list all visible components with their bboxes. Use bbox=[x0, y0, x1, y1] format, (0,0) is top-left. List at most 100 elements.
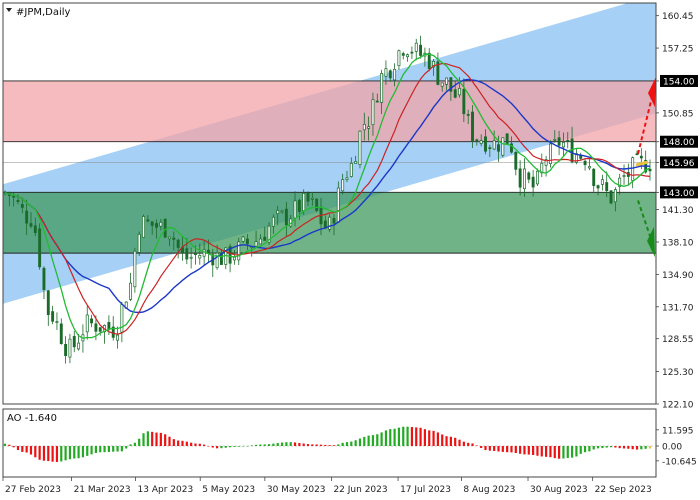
ao-histogram bbox=[3, 426, 656, 462]
candle bbox=[635, 150, 639, 156]
price-tick-label: 157.25 bbox=[662, 45, 694, 55]
level-price-tag bbox=[660, 74, 698, 87]
ao-bar bbox=[55, 446, 59, 462]
ao-bar bbox=[129, 444, 132, 446]
candle bbox=[510, 136, 513, 154]
candle bbox=[155, 219, 158, 239]
ao-bar bbox=[501, 446, 504, 452]
ao-bar bbox=[60, 446, 63, 462]
level-price-label: 154.00 bbox=[663, 77, 695, 87]
ao-bar bbox=[341, 442, 344, 446]
ao-bar bbox=[29, 446, 33, 455]
candle bbox=[245, 234, 249, 250]
ao-bar bbox=[237, 446, 240, 447]
ao-bar bbox=[198, 443, 201, 446]
level-price-label: 148.00 bbox=[663, 138, 695, 148]
ao-bar bbox=[293, 442, 297, 446]
ao-bar bbox=[631, 446, 634, 450]
date-tick-label: 17 Jul 2023 bbox=[400, 485, 451, 495]
ao-bar bbox=[358, 438, 362, 446]
ao-bar bbox=[462, 441, 465, 446]
collapse-icon[interactable] bbox=[6, 8, 12, 12]
candle bbox=[150, 221, 154, 235]
candle bbox=[414, 38, 418, 61]
price-tail bbox=[635, 160, 649, 167]
candle bbox=[254, 230, 258, 248]
candle bbox=[440, 82, 444, 92]
ao-bar bbox=[627, 446, 630, 449]
ao-bar bbox=[168, 436, 171, 446]
candle bbox=[523, 158, 526, 197]
ao-bar bbox=[583, 446, 587, 453]
ao-bar bbox=[557, 446, 561, 459]
ao-bar bbox=[449, 436, 452, 446]
candle bbox=[427, 48, 431, 72]
arrow-down-icon bbox=[637, 200, 654, 246]
ao-bar bbox=[203, 444, 206, 446]
candle bbox=[388, 69, 392, 82]
ao-bar bbox=[609, 446, 613, 448]
date-axis: 27 Feb 2023 21 Mar 2023 13 Apr 2023 5 May 2… bbox=[2, 477, 652, 495]
candle bbox=[51, 305, 55, 325]
ao-bar bbox=[380, 432, 383, 446]
ao-bar bbox=[285, 442, 288, 446]
candle bbox=[133, 247, 137, 293]
ao-bar bbox=[272, 443, 275, 446]
ao-bar bbox=[246, 445, 249, 447]
ma-slow-line bbox=[4, 78, 651, 314]
ao-bar bbox=[376, 434, 379, 446]
candle bbox=[419, 35, 423, 59]
ao-bar bbox=[393, 428, 396, 446]
ao-bar bbox=[146, 431, 149, 446]
ao-bar bbox=[34, 446, 37, 458]
ao-bar bbox=[241, 446, 245, 447]
candle bbox=[55, 312, 59, 331]
ao-bar bbox=[107, 446, 110, 452]
candle bbox=[406, 53, 410, 62]
ao-bar bbox=[47, 446, 50, 462]
ao-bar bbox=[484, 446, 487, 451]
ao-bar bbox=[553, 446, 556, 459]
candle bbox=[548, 140, 552, 168]
candle bbox=[189, 247, 193, 269]
date-tick-label: 22 Jun 2023 bbox=[333, 485, 387, 495]
ao-bar bbox=[280, 442, 284, 446]
ao-bar bbox=[185, 441, 188, 446]
ao-bar bbox=[112, 446, 115, 452]
candle bbox=[129, 272, 132, 302]
candle bbox=[345, 170, 349, 183]
ao-bar bbox=[8, 444, 11, 446]
candle bbox=[613, 187, 617, 212]
ao-bar bbox=[354, 440, 357, 446]
ao-bar bbox=[389, 429, 392, 446]
candle bbox=[341, 173, 345, 195]
ao-bar bbox=[172, 439, 175, 446]
ao-bar bbox=[436, 432, 439, 446]
ao-bar bbox=[298, 442, 301, 446]
candle bbox=[371, 92, 375, 136]
ao-bar bbox=[562, 446, 565, 459]
ao-bar bbox=[328, 445, 331, 446]
price-tick-label: 125.30 bbox=[662, 368, 694, 378]
price-tick-label: 160.45 bbox=[662, 12, 694, 22]
ao-bar bbox=[579, 446, 582, 454]
candle bbox=[605, 171, 609, 198]
date-tick-label: 13 Apr 2023 bbox=[138, 485, 194, 495]
candle bbox=[306, 191, 310, 206]
price-tick-label: 150.85 bbox=[662, 109, 694, 119]
ao-bar bbox=[133, 442, 136, 446]
forecast-arrows bbox=[635, 76, 656, 258]
candle bbox=[362, 112, 366, 141]
ao-bar bbox=[220, 446, 223, 449]
ao-bar bbox=[506, 446, 509, 453]
candle bbox=[501, 137, 505, 158]
ao-bar bbox=[289, 442, 292, 446]
candle bbox=[59, 318, 63, 345]
ao-bar bbox=[527, 446, 530, 455]
ao-bar bbox=[190, 442, 193, 446]
ao-bar bbox=[397, 427, 401, 446]
ao-bar bbox=[21, 446, 24, 452]
candle bbox=[310, 191, 314, 206]
candle bbox=[98, 327, 102, 336]
